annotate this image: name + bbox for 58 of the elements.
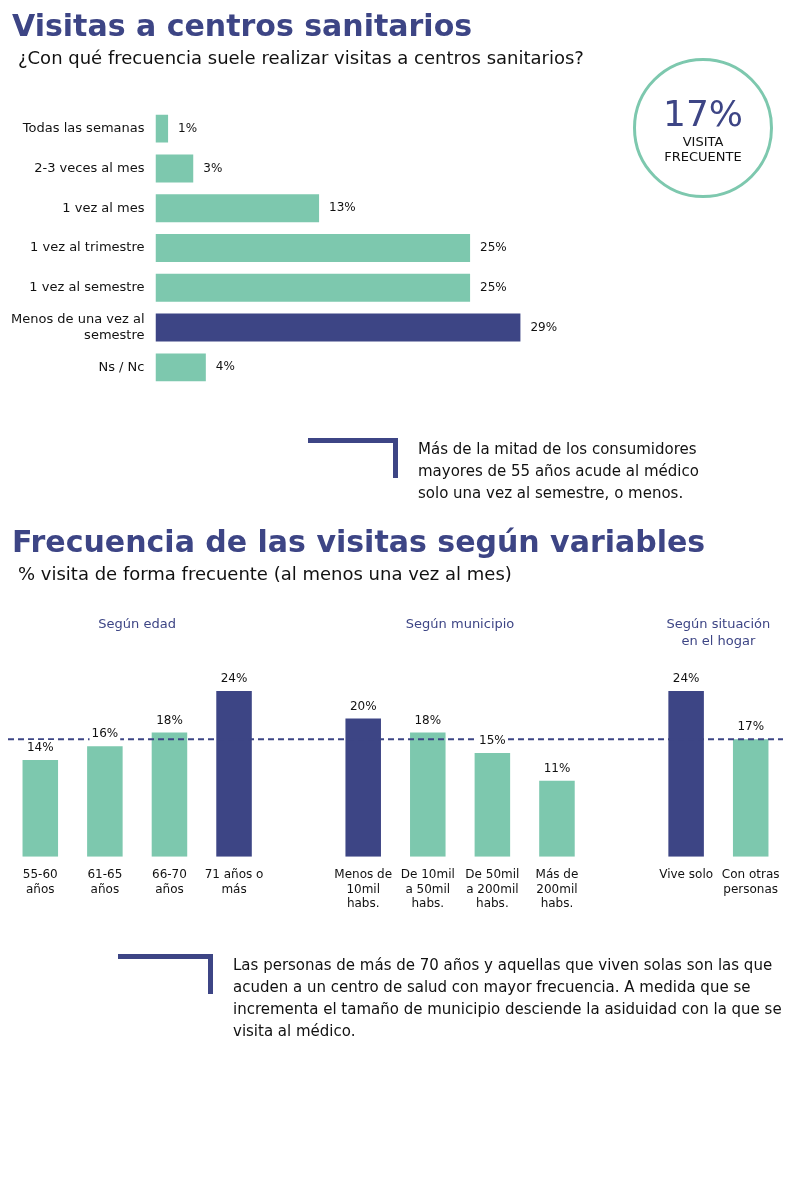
bar <box>155 194 320 223</box>
y-tick-label: 1 vez al trimestre <box>30 239 145 255</box>
data-label: 20% <box>349 698 377 713</box>
bar <box>22 760 59 857</box>
text: Según situación en el hogar <box>666 615 771 648</box>
x-tick-label: 55-60 años <box>22 867 58 896</box>
x-tick-label: De 50mil a 200mil habs. <box>465 867 520 910</box>
data-label: 1% <box>178 120 198 135</box>
bar <box>155 353 206 382</box>
chart-subtitle: % visita de forma frecuente (al menos una vez al mes) <box>18 563 513 584</box>
y-tick-label: 1 vez al mes <box>62 199 145 215</box>
data-label: 14% <box>26 740 54 755</box>
data-label: 3% <box>203 160 223 175</box>
y-tick-label: 1 vez al semestre <box>29 279 145 295</box>
chart-title: Frecuencia de las visitas según variables <box>12 524 707 559</box>
y-tick-label: 2-3 veces al mes <box>34 159 145 175</box>
data-label: 18% <box>414 712 442 727</box>
text: Según edad <box>98 615 176 631</box>
bar <box>732 739 769 857</box>
data-label: 16% <box>91 726 119 741</box>
x-tick-label: De 10mil a 50mil habs. <box>400 867 455 910</box>
x-tick-label: Más de 200mil habs. <box>535 867 579 910</box>
y-tick-label: Ns / Nc <box>98 358 145 374</box>
x-tick-label: 61-65 años <box>87 867 123 896</box>
data-label: 17% <box>737 719 765 734</box>
bar <box>155 273 471 302</box>
text: Más de la mitad de los consumidores mayores de 55 años acude al médico solo una vez al semestre, o menos. <box>418 439 700 504</box>
data-label: 4% <box>215 359 235 374</box>
bar <box>155 114 169 143</box>
x-tick-label: Menos de 10mil habs. <box>334 867 393 910</box>
data-label: 24% <box>672 671 700 686</box>
data-label: 15% <box>479 733 506 748</box>
x-tick-label: 71 años o más <box>204 867 264 896</box>
x-tick-label: 66-70 años <box>152 867 187 896</box>
bar <box>155 234 471 262</box>
bar <box>474 753 511 857</box>
y-tick-label: Menos de una vez al semestre <box>11 311 145 342</box>
data-label: 25% <box>480 279 507 294</box>
circle-badge: 17% VISITA FRECUENTE <box>633 58 773 198</box>
data-label: 11% <box>543 760 571 775</box>
bar <box>87 746 123 857</box>
chart-subtitle: ¿Con qué frecuencia suele realizar visitas a centros sanitarios? <box>18 47 585 68</box>
bar <box>410 732 446 857</box>
chart-title: Visitas a centros sanitarios <box>12 8 474 43</box>
bar <box>155 313 521 342</box>
y-tick-label: Todas las semanas <box>21 120 145 136</box>
data-label: 13% <box>329 200 356 215</box>
data-label: 29% <box>530 319 558 334</box>
text: Según municipio <box>405 615 515 631</box>
bar <box>151 732 188 857</box>
data-label: 25% <box>480 240 507 255</box>
data-label: 24% <box>220 671 248 686</box>
data-label: 18% <box>156 712 183 727</box>
bar <box>155 154 194 183</box>
x-tick-label: Con otras personas <box>721 867 780 896</box>
bar <box>539 780 575 857</box>
text: Las personas de más de 70 años y aquellas que viven solas son las que acuden a un centro de salud con mayor frecuencia. A medida que se incrementa el tamaño de municipio desciende la asiduidad con la que se visita al médico. <box>233 955 783 1042</box>
x-tick-label: Vive solo <box>659 867 714 882</box>
